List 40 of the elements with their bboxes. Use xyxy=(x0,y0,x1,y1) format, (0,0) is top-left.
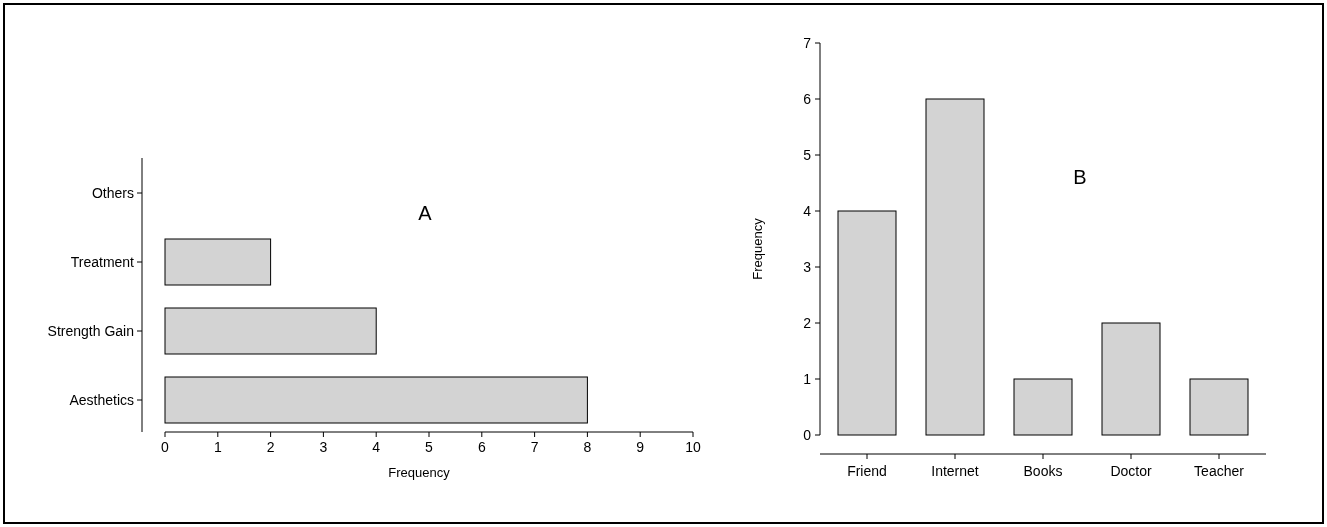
y-tick-label: 4 xyxy=(803,202,812,219)
x-tick-label: 0 xyxy=(161,439,170,455)
x-tick-label: Books xyxy=(1023,463,1063,479)
x-tick-label: 1 xyxy=(213,439,222,455)
x-tick-label: Friend xyxy=(847,463,887,479)
y-tick-label: 7 xyxy=(803,34,812,51)
x-tick-label: 3 xyxy=(319,439,328,455)
bar xyxy=(1189,378,1249,436)
x-tick-label: Internet xyxy=(931,463,979,479)
bar xyxy=(1101,322,1161,436)
x-tick-label: 6 xyxy=(477,439,486,455)
x-tick-label: 7 xyxy=(530,439,539,455)
bar xyxy=(925,98,985,436)
annotation: A xyxy=(418,202,433,224)
x-tick-label: Teacher xyxy=(1194,463,1245,479)
y-tick-label: 6 xyxy=(803,90,812,107)
x-tick-label: 5 xyxy=(425,439,434,455)
y-axis-title: Frequency xyxy=(750,217,765,280)
y-tick-label: Others xyxy=(91,184,134,201)
bar xyxy=(164,376,588,424)
y-tick-label: 2 xyxy=(803,314,812,331)
x-tick-label: 2 xyxy=(266,439,275,455)
bar xyxy=(164,238,272,286)
x-tick-label: 10 xyxy=(685,439,701,455)
bar xyxy=(164,307,377,355)
y-tick-label: 0 xyxy=(803,426,812,443)
y-tick-label: 1 xyxy=(803,370,812,387)
bar xyxy=(1013,378,1073,436)
x-tick-label: 9 xyxy=(636,439,645,455)
bar xyxy=(837,210,897,436)
y-tick-label: Aesthetics xyxy=(69,391,134,408)
y-tick-label: Treatment xyxy=(70,253,135,270)
x-tick-label: 4 xyxy=(372,439,381,455)
y-tick-label: 3 xyxy=(803,258,812,275)
y-tick-label: Strength Gain xyxy=(47,322,134,339)
x-tick-label: Doctor xyxy=(1110,463,1152,479)
x-axis-title: Frequency xyxy=(388,465,451,480)
y-tick-label: 5 xyxy=(803,146,812,163)
x-tick-label: 8 xyxy=(583,439,592,455)
annotation: B xyxy=(1073,166,1087,188)
